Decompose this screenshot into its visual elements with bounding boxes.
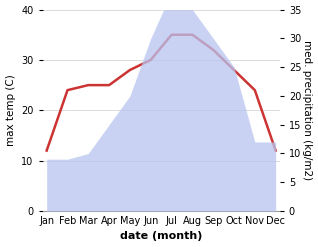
Y-axis label: med. precipitation (kg/m2): med. precipitation (kg/m2) [302,40,313,180]
Y-axis label: max temp (C): max temp (C) [5,74,16,146]
X-axis label: date (month): date (month) [120,231,202,242]
